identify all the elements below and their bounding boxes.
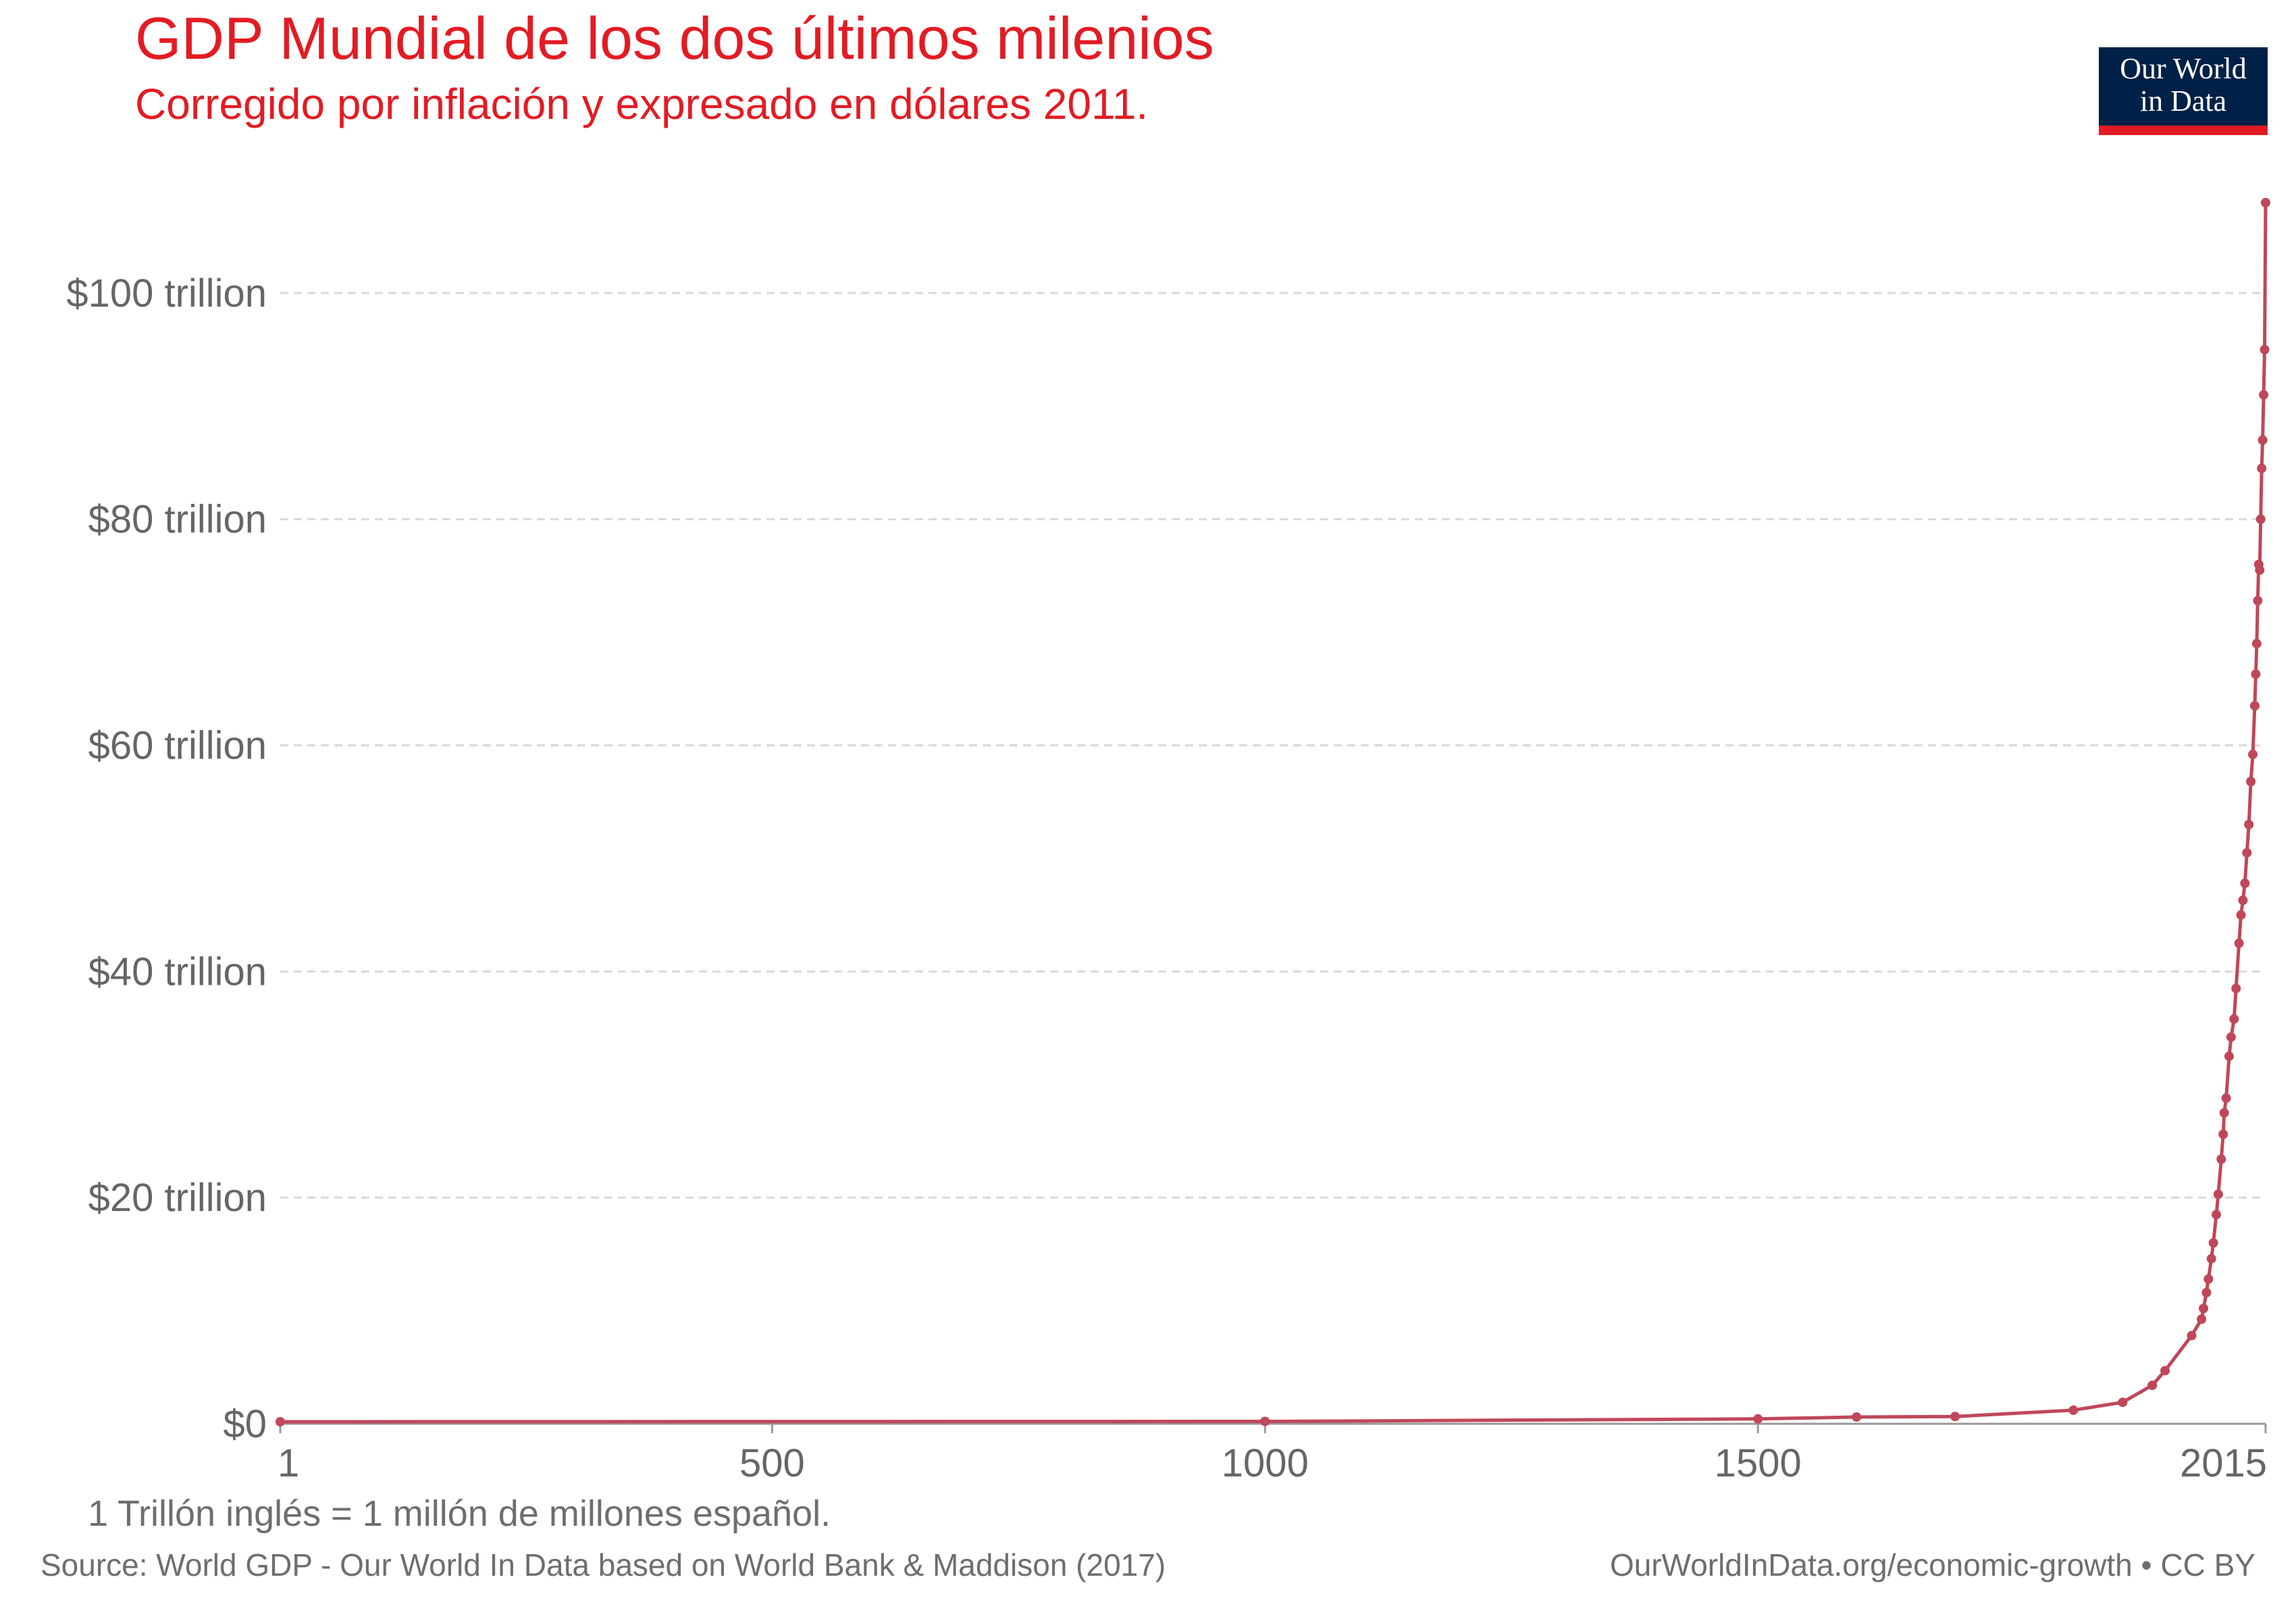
data-point — [2259, 390, 2269, 400]
data-point — [2206, 1254, 2216, 1264]
y-tick-label: $0 — [223, 1402, 267, 1446]
data-point — [2201, 1287, 2212, 1297]
data-point — [2246, 777, 2256, 787]
series-line — [280, 202, 2268, 1424]
data-point — [2160, 1366, 2170, 1376]
data-point — [2248, 749, 2258, 759]
data-point — [2118, 1397, 2128, 1408]
chart-title: GDP Mundial de los dos últimos milenios — [135, 5, 1214, 72]
data-point — [2253, 596, 2263, 606]
data-point — [2197, 1314, 2207, 1324]
data-point — [2238, 895, 2248, 905]
data-point — [2068, 1405, 2079, 1415]
data-point — [1852, 1412, 1862, 1422]
logo-line-2: in Data — [2139, 84, 2227, 118]
data-point — [2236, 910, 2246, 920]
data-point — [1950, 1412, 1960, 1422]
data-point — [2240, 878, 2250, 888]
data-point — [2147, 1381, 2158, 1391]
data-point — [2234, 938, 2244, 948]
y-tick-label: $60 trillion — [88, 724, 267, 768]
chart-subtitle: Corregido por inflación y expresado en d… — [135, 80, 1149, 128]
data-point — [2212, 1210, 2222, 1220]
x-tick-label: 1 — [278, 1441, 299, 1485]
data-point — [2255, 565, 2265, 575]
data-point — [2187, 1331, 2197, 1341]
data-point — [2244, 819, 2254, 829]
source-text: Source: World GDP - Our World In Data ba… — [41, 1547, 1166, 1583]
data-point — [2199, 1304, 2209, 1314]
data-point — [2216, 1154, 2226, 1164]
data-point — [276, 1416, 285, 1426]
data-point — [2231, 983, 2241, 994]
data-point — [2255, 514, 2266, 524]
footnote: 1 Trillón inglés = 1 millón de millones … — [88, 1493, 831, 1534]
data-point — [2251, 669, 2261, 679]
data-point — [2242, 848, 2252, 858]
data-point — [1260, 1416, 1270, 1426]
series-world-gdp — [276, 198, 2270, 1426]
y-tick-label: $20 trillion — [88, 1176, 267, 1220]
y-tick-label: $80 trillion — [88, 498, 267, 542]
x-tick-label: 500 — [739, 1441, 805, 1485]
data-point — [2226, 1032, 2236, 1042]
data-point — [2221, 1093, 2231, 1103]
data-point — [2224, 1051, 2234, 1061]
data-point — [2261, 198, 2270, 207]
data-point — [2213, 1189, 2223, 1200]
logo-line-1: Our World — [2120, 52, 2247, 85]
x-tick-label: 2015 — [2180, 1441, 2267, 1485]
data-point — [2249, 700, 2260, 711]
data-point — [2208, 1238, 2218, 1248]
credit-link[interactable]: OurWorldInData.org/economic-growth • CC … — [1609, 1547, 2255, 1583]
data-point — [2258, 435, 2268, 445]
data-point — [2251, 638, 2262, 648]
x-tick-label: 1000 — [1222, 1441, 1309, 1485]
y-tick-label: $40 trillion — [88, 950, 267, 994]
x-tick-label: 1500 — [1715, 1441, 1802, 1485]
grid-lines — [280, 292, 2266, 1199]
data-point — [2218, 1129, 2228, 1139]
data-point — [1753, 1414, 1763, 1424]
data-point — [2260, 344, 2270, 355]
data-point — [2219, 1108, 2229, 1118]
owid-logo[interactable]: Our World in Data — [2099, 47, 2268, 135]
data-point — [2257, 463, 2267, 473]
axes: $0 $20 trillion $40 trillion $60 trillion $8… — [66, 272, 2267, 1485]
y-tick-label: $100 trillion — [66, 272, 267, 315]
data-point — [2203, 1274, 2214, 1284]
data-point — [2229, 1014, 2239, 1024]
